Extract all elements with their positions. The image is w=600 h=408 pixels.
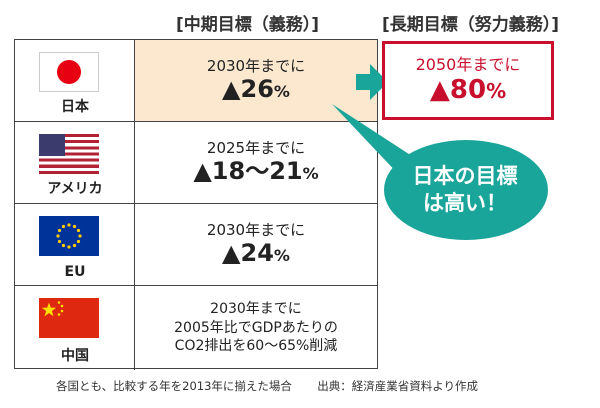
country-name: EU xyxy=(64,264,86,280)
target-year: 2030年までに xyxy=(206,57,306,76)
country-name: 日本 xyxy=(61,99,89,115)
comparison-table: 日本 2030年までに ▲26% アメリカ 2025年までに ▲18〜21% xyxy=(14,39,378,370)
target-line: 2005年比でGDPあたりの xyxy=(174,319,338,336)
target-cell: 2030年までに 2005年比でGDPあたりの CO2排出を60〜65%削減 xyxy=(135,286,377,370)
footnote-source: 出典：経済産業省資料より作成 xyxy=(317,379,479,393)
country-cell: EU xyxy=(15,204,135,285)
target-cell: 2025年までに ▲18〜21% xyxy=(135,122,377,203)
footnote-note: 各国とも、比較する年を2013年に揃えた場合 xyxy=(56,379,292,393)
china-flag-icon xyxy=(39,298,99,338)
table-row-usa: アメリカ 2025年までに ▲18〜21% xyxy=(15,122,377,204)
table-row-china: 中国 2030年までに 2005年比でGDPあたりの CO2排出を60〜65%削… xyxy=(15,286,377,370)
long-term-value: ▲80% xyxy=(429,74,507,105)
usa-flag-icon xyxy=(39,134,99,174)
target-cell: 2030年までに ▲24% xyxy=(135,204,377,285)
footnote: 各国とも、比較する年を2013年に揃えた場合 出典：経済産業省資料より作成 xyxy=(56,378,478,394)
japan-flag-icon xyxy=(39,52,99,92)
target-cell: 2030年までに ▲26% xyxy=(135,40,377,121)
target-value: ▲24% xyxy=(222,239,290,268)
country-cell: 日本 xyxy=(15,40,135,121)
eu-flag-icon xyxy=(39,216,99,256)
table-row-eu: EU 2030年までに ▲24% xyxy=(15,204,377,286)
long-term-header: [長期目標（努力義務）] xyxy=(382,15,560,35)
right-arrow-icon xyxy=(356,64,388,100)
country-cell: アメリカ xyxy=(15,122,135,203)
target-year: 2025年までに xyxy=(206,139,306,158)
long-term-target-box: 2050年までに ▲80% xyxy=(382,41,554,120)
target-line: 2030年までに xyxy=(210,300,302,317)
target-value: ▲18〜21% xyxy=(193,157,319,186)
target-value: ▲26% xyxy=(222,75,290,104)
country-name: アメリカ xyxy=(47,181,103,197)
country-name: 中国 xyxy=(61,348,89,364)
long-term-year: 2050年までに xyxy=(415,55,521,75)
callout-text: 日本の目標 は高い！ xyxy=(412,164,518,216)
country-cell: 中国 xyxy=(15,286,135,370)
target-year: 2030年までに xyxy=(206,221,306,240)
table-row-japan: 日本 2030年までに ▲26% xyxy=(15,40,377,122)
target-line: CO2排出を60〜65%削減 xyxy=(174,338,338,355)
mid-term-header: [中期目標（義務）] xyxy=(176,15,320,35)
